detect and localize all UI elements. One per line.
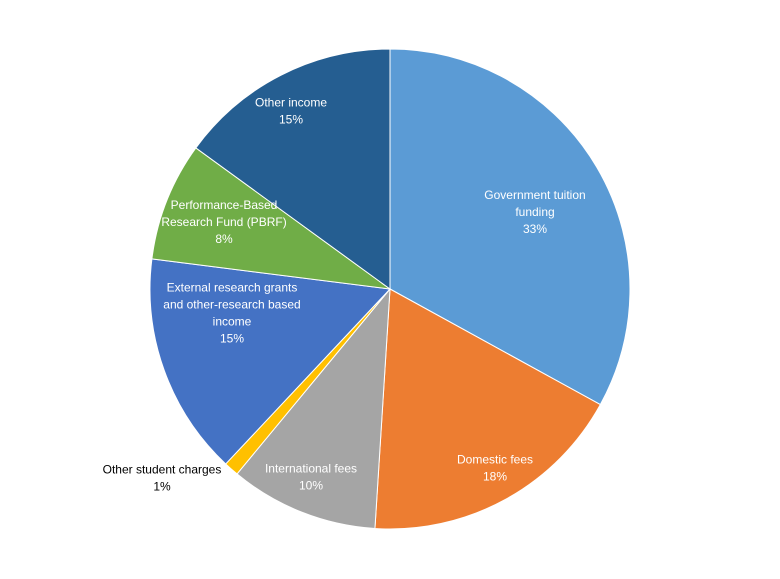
- slice-label-1: Domestic fees 18%: [457, 453, 533, 484]
- slice-label-6: Other income 15%: [255, 96, 327, 127]
- slice-name-label: and other-research based: [163, 298, 300, 312]
- slice-name-label: Research Fund (PBRF): [161, 215, 286, 229]
- slice-name-label: International fees: [265, 462, 357, 476]
- pie-slices: [149, 48, 631, 530]
- slice-label-3: Other student charges 1%: [103, 463, 222, 494]
- slice-label-0: Government tuition funding 33%: [484, 188, 585, 236]
- slice-value-label: 15%: [220, 332, 244, 346]
- pie-slice-1: [374, 288, 601, 530]
- slice-value-label: 10%: [299, 479, 323, 493]
- slice-name-label: Performance-Based: [171, 198, 278, 212]
- slice-value-label: 8%: [215, 232, 233, 246]
- slice-value-label: 33%: [523, 222, 547, 236]
- pie-slice-6: [195, 48, 391, 290]
- pie-slice-4: [149, 258, 392, 465]
- pie-slice-0: [389, 48, 631, 406]
- slice-name-label: funding: [515, 205, 554, 219]
- slice-name-label: External research grants: [167, 281, 298, 295]
- slice-name-label: Government tuition: [484, 188, 585, 202]
- slice-label-2: International fees 10%: [265, 462, 357, 493]
- slice-name-label: Other income: [255, 96, 327, 110]
- pie-slice-5: [151, 147, 391, 290]
- slice-label-4: External research grants and other-resear…: [163, 281, 300, 346]
- slice-value-label: 15%: [279, 113, 303, 127]
- slice-value-label: 1%: [153, 480, 171, 494]
- pie-labels: Government tuition funding 33% Domestic fee…: [103, 96, 586, 494]
- slice-label-5: Performance-Based Research Fund (PBRF) 8%: [161, 198, 286, 246]
- slice-name-label: income: [213, 315, 252, 329]
- slice-name-label: Domestic fees: [457, 453, 533, 467]
- pie-slice-2: [236, 287, 391, 530]
- slice-value-label: 18%: [483, 470, 507, 484]
- slice-name-label: Other student charges: [103, 463, 222, 477]
